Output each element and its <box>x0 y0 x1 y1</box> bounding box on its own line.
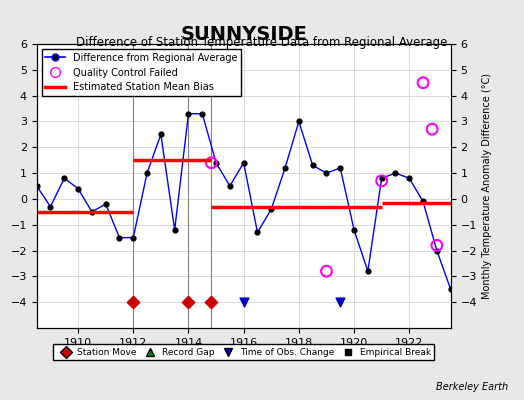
Point <box>88 209 96 215</box>
Point <box>129 234 137 241</box>
Point <box>377 175 386 182</box>
Point <box>170 227 179 233</box>
Point <box>364 268 372 274</box>
Point <box>377 178 386 184</box>
Point <box>207 299 215 305</box>
Point <box>309 162 317 168</box>
Point <box>350 227 358 233</box>
Text: Difference of Station Temperature Data from Regional Average: Difference of Station Temperature Data f… <box>77 36 447 49</box>
Point <box>212 160 220 166</box>
Title: SUNNYSIDE: SUNNYSIDE <box>180 25 307 44</box>
Point <box>32 183 41 189</box>
Point <box>419 80 427 86</box>
Y-axis label: Monthly Temperature Anomaly Difference (°C): Monthly Temperature Anomaly Difference (… <box>483 73 493 299</box>
Point <box>446 286 455 292</box>
Point <box>281 165 289 171</box>
Point <box>157 131 165 138</box>
Point <box>74 185 82 192</box>
Point <box>198 110 206 117</box>
Point <box>322 170 331 176</box>
Point <box>46 204 54 210</box>
Point <box>428 126 436 132</box>
Point <box>405 175 413 182</box>
Point <box>391 170 400 176</box>
Point <box>419 198 427 205</box>
Point <box>433 247 441 254</box>
Point <box>239 160 248 166</box>
Point <box>267 206 276 212</box>
Point <box>226 183 234 189</box>
Point <box>102 201 110 207</box>
Point <box>60 175 69 182</box>
Point <box>433 242 441 248</box>
Point <box>143 170 151 176</box>
Point <box>184 299 193 305</box>
Point <box>322 268 331 274</box>
Point <box>184 110 193 117</box>
Text: Berkeley Earth: Berkeley Earth <box>436 382 508 392</box>
Point <box>207 160 215 166</box>
Point <box>294 118 303 125</box>
Point <box>115 234 124 241</box>
Point <box>253 229 261 236</box>
Point <box>336 165 344 171</box>
Legend: Station Move, Record Gap, Time of Obs. Change, Empirical Break: Station Move, Record Gap, Time of Obs. C… <box>53 344 434 360</box>
Point <box>129 299 137 305</box>
Point <box>239 299 248 305</box>
Point <box>336 299 344 305</box>
